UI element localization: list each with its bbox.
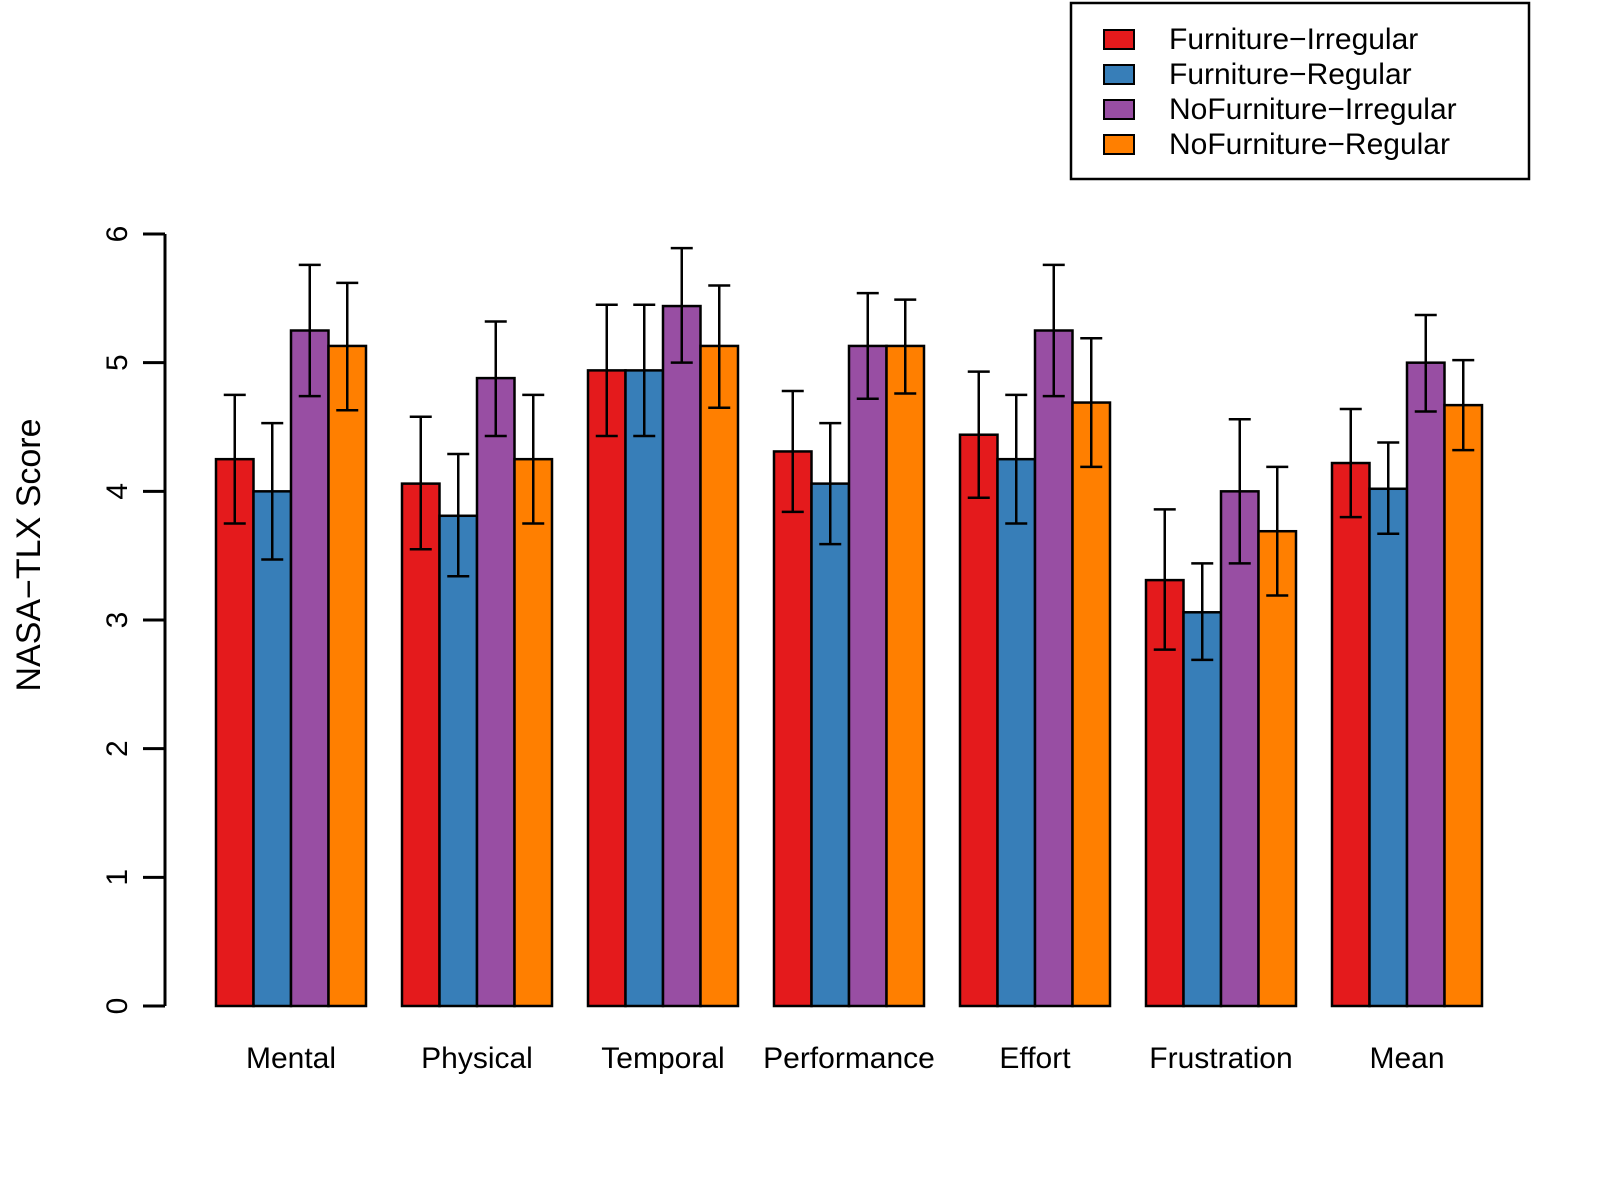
legend-swatch [1103, 29, 1135, 50]
legend-swatch [1103, 134, 1135, 155]
bar [772, 450, 813, 1008]
bar [847, 344, 888, 1008]
bar [996, 457, 1037, 1008]
bar [624, 369, 665, 1008]
bar [327, 344, 368, 1008]
bar [885, 344, 926, 1008]
bar [513, 457, 554, 1008]
y-tick-label: 4 [101, 483, 134, 500]
y-axis-label: NASA−TLX Score [10, 418, 48, 691]
bar [438, 514, 479, 1008]
bar [252, 490, 293, 1008]
bar [1443, 403, 1484, 1008]
x-tick-label: Performance [763, 1042, 935, 1075]
y-tick-label: 6 [101, 226, 134, 243]
x-axis-labels: Mental Physical Temporal Performance Effort F… [246, 1042, 1445, 1075]
bar [1219, 490, 1260, 1008]
legend: Furniture−IrregularFurniture−RegularNoFu… [1069, 1, 1531, 181]
bar [1182, 611, 1223, 1008]
x-tick-label: Temporal [601, 1042, 724, 1075]
legend-label: Furniture−Regular [1169, 58, 1412, 91]
bar [810, 482, 851, 1008]
x-tick-label: Frustration [1149, 1042, 1292, 1075]
bar [1033, 329, 1074, 1008]
x-tick-label: Physical [421, 1042, 533, 1075]
bar [400, 482, 441, 1008]
bars [214, 304, 1484, 1008]
bar [475, 376, 516, 1008]
x-tick-label: Effort [999, 1042, 1071, 1075]
y-tick-label: 5 [101, 354, 134, 371]
legend-label: NoFurniture−Regular [1169, 128, 1450, 161]
bar [1405, 361, 1446, 1008]
legend-swatch [1103, 64, 1135, 85]
y-tick-label: 1 [101, 869, 134, 886]
bar [586, 369, 627, 1008]
bar [661, 304, 702, 1008]
x-tick-label: Mental [246, 1042, 336, 1075]
legend-box [1069, 1, 1531, 181]
error-bars [223, 246, 1475, 662]
bar [1368, 487, 1409, 1008]
x-tick-label: Mean [1369, 1042, 1444, 1075]
y-tick-label: 0 [101, 998, 134, 1015]
y-tick-label: 2 [101, 740, 134, 757]
bar [1071, 401, 1112, 1008]
bar [699, 344, 740, 1008]
bar [1257, 529, 1298, 1008]
bar [1144, 578, 1185, 1008]
y-axis: 0 1 2 3 4 5 6 [101, 226, 167, 1015]
bar [1330, 461, 1371, 1008]
y-tick-label: 3 [101, 612, 134, 629]
legend-swatch [1103, 99, 1135, 120]
legend-label: Furniture−Irregular [1169, 23, 1418, 56]
bar [958, 433, 999, 1008]
legend-label: NoFurniture−Irregular [1169, 93, 1457, 126]
bar [289, 329, 330, 1008]
bar [214, 457, 255, 1008]
